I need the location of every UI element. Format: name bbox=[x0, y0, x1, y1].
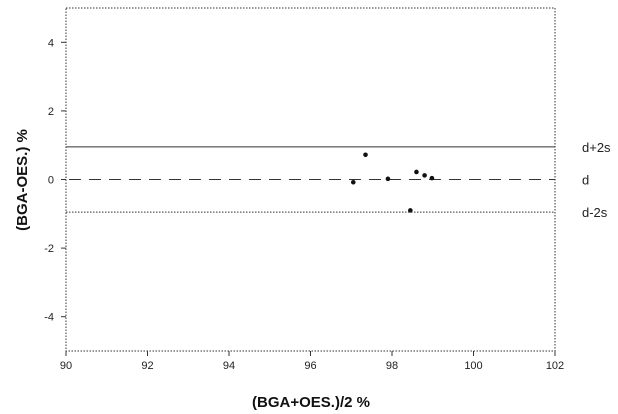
data-point bbox=[408, 208, 413, 213]
data-point bbox=[429, 175, 435, 181]
reference-lines bbox=[66, 146, 555, 213]
reference-label-1: d bbox=[582, 173, 589, 188]
data-point bbox=[385, 176, 391, 182]
reference-label-2: d-2s bbox=[582, 205, 608, 220]
x-tick-label: 92 bbox=[141, 360, 153, 372]
x-axis-title: (BGA+OES.)/2 % bbox=[252, 394, 370, 411]
y-axis-ticks: -4 -2 0 2 4 bbox=[44, 37, 66, 324]
y-tick-label: -4 bbox=[44, 312, 54, 324]
x-tick-label: 90 bbox=[60, 360, 72, 372]
data-point bbox=[350, 179, 356, 185]
y-tick-label: 4 bbox=[48, 37, 54, 49]
x-tick-label: 94 bbox=[223, 360, 235, 372]
x-axis-ticks: 90 92 94 96 98 100 102 bbox=[60, 351, 564, 372]
x-tick-label: 100 bbox=[464, 360, 482, 372]
reference-label-0: d+2s bbox=[582, 140, 611, 155]
data-point bbox=[363, 152, 368, 158]
y-tick-label: -2 bbox=[44, 243, 54, 255]
x-tick-label: 96 bbox=[304, 360, 316, 372]
x-tick-label: 98 bbox=[386, 360, 398, 372]
y-tick-label: 0 bbox=[48, 175, 54, 187]
y-tick-label: 2 bbox=[48, 106, 54, 118]
data-point bbox=[422, 173, 427, 178]
reference-labels: d+2s d d-2s bbox=[582, 140, 611, 220]
x-tick-label: 102 bbox=[546, 360, 564, 372]
y-axis-title: (BGA-OES.) % bbox=[14, 129, 31, 231]
data-point bbox=[414, 169, 419, 175]
data-points bbox=[350, 152, 435, 213]
